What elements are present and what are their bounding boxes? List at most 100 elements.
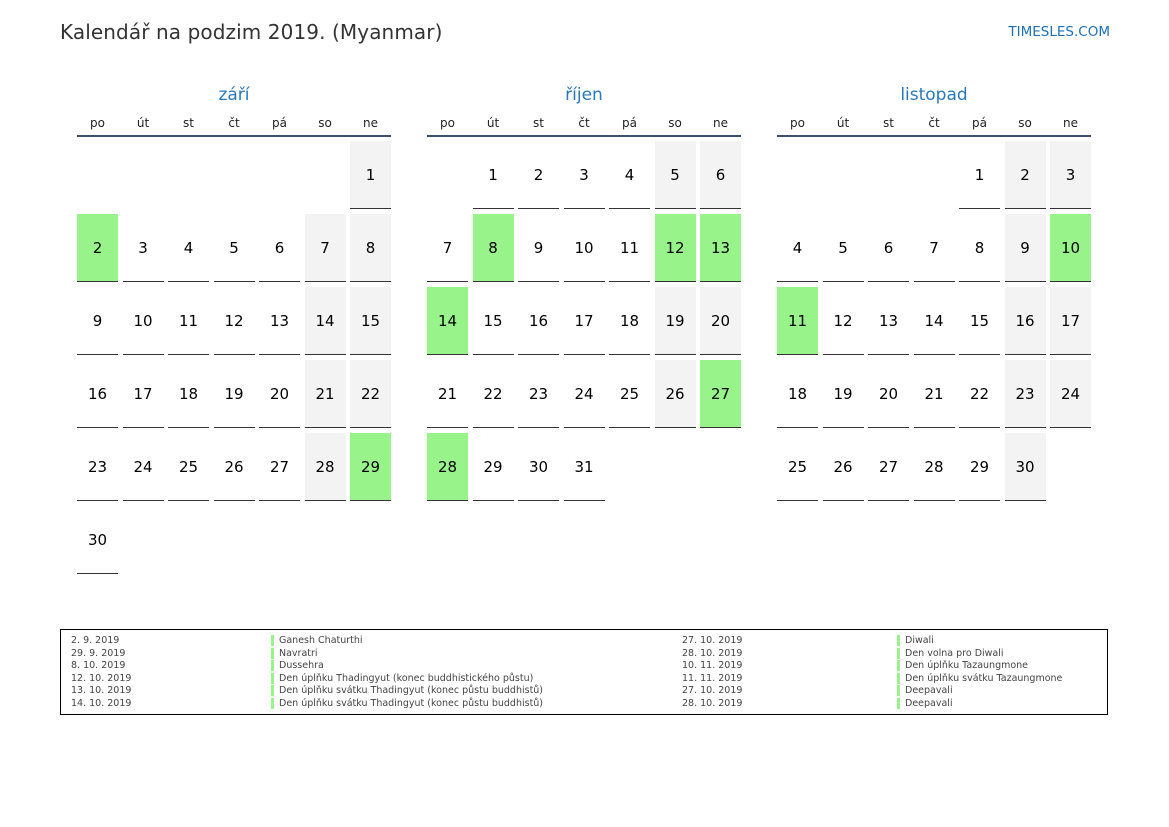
day-cell: 13	[868, 287, 909, 355]
legend-holiday-name: Den úplňku Tazaungmone	[905, 660, 1029, 671]
holiday-marker	[897, 697, 900, 709]
legend-date: 13. 10. 2019	[71, 685, 132, 696]
day-cell: 21	[304, 360, 346, 428]
day-cell: 6	[259, 214, 300, 282]
day-cell: 14	[913, 287, 955, 355]
month-september: září po út st čt pá so ne 1 2 3 4 5 6 7 8 9 10 11 12 13 14 15 1…	[77, 83, 391, 579]
day-cell: 23	[1004, 360, 1046, 428]
day-cell: 7	[427, 214, 468, 282]
legend-date: 27. 10. 2019	[682, 635, 743, 646]
day-cell: 30	[518, 433, 559, 501]
legend-holiday-name: Diwali	[905, 635, 934, 646]
legend-date: 2. 9. 2019	[71, 635, 120, 646]
day-cell: 21	[913, 360, 955, 428]
legend-date: 29. 9. 2019	[71, 647, 126, 659]
empty-cell	[350, 506, 391, 573]
empty-cell	[914, 141, 955, 208]
week-row: 16 17 18 19 20 21 22	[77, 360, 391, 433]
weekday-label: út	[836, 116, 850, 130]
day-cell: 1	[472, 141, 514, 209]
legend-holiday-name: Den úplňku svátku Thadingyut (konec půst…	[279, 685, 544, 696]
day-cell: 28	[913, 433, 955, 501]
day-cell: 22	[350, 360, 391, 428]
empty-cell	[823, 141, 864, 208]
week-row: 14 15 16 17 18 19 20	[427, 287, 741, 360]
week-row: 25 26 27 28 29 30	[777, 433, 1091, 506]
day-cell: 6	[868, 214, 909, 282]
day-cell: 3	[1050, 141, 1091, 209]
day-cell: 9	[518, 214, 559, 282]
day-cell: 24	[1050, 360, 1091, 428]
day-cell: 16	[518, 287, 559, 355]
day-cell: 23	[518, 360, 559, 428]
holiday-marker	[271, 660, 274, 671]
day-cell: 2	[1004, 141, 1046, 209]
day-cell: 13	[259, 287, 300, 355]
legend-row: 27. 10. 2019 Deepavali	[682, 685, 1102, 698]
day-cell: 12	[822, 287, 864, 355]
day-cell: 20	[259, 360, 300, 428]
day-cell: 22	[472, 360, 514, 428]
day-cell: 31	[563, 433, 605, 501]
day-cell: 5	[213, 214, 255, 282]
empty-cell	[1050, 433, 1091, 500]
day-cell: 29	[959, 433, 1000, 501]
legend-row: 10. 11. 2019 Den úplňku Tazaungmone	[682, 660, 1102, 673]
holiday-marker	[271, 647, 274, 659]
holiday-marker	[271, 685, 274, 696]
day-cell: 20	[868, 360, 909, 428]
month-october: říjen po út st čt pá so ne 1 2 3 4 5 6 7 8 9 10 11 12 13 14 15…	[427, 83, 741, 506]
day-cell: 25	[777, 433, 818, 501]
day-cell: 22	[959, 360, 1000, 428]
weekday-label: po	[90, 116, 105, 130]
empty-cell	[655, 433, 696, 500]
legend-holiday-name: Navratri	[279, 647, 318, 659]
day-cell: 17	[122, 360, 164, 428]
day-cell: 26	[654, 360, 696, 428]
day-cell: 20	[700, 287, 741, 355]
holiday-marker	[897, 660, 900, 671]
weekday-label: ne	[1063, 116, 1078, 130]
weekday-label: st	[533, 116, 544, 130]
legend-row: 8. 10. 2019 Dussehra	[71, 660, 671, 673]
day-cell: 16	[1004, 287, 1046, 355]
day-cell: 17	[1050, 287, 1091, 355]
day-cell: 29	[472, 433, 514, 501]
empty-cell	[259, 506, 300, 573]
legend-row: 29. 9. 2019 Navratri	[71, 647, 671, 661]
legend-date: 14. 10. 2019	[71, 697, 132, 709]
day-cell: 8	[959, 214, 1000, 282]
day-cell: 25	[168, 433, 209, 501]
empty-cell	[123, 506, 164, 573]
empty-cell	[427, 141, 468, 208]
legend-row: 27. 10. 2019 Diwali	[682, 635, 1102, 648]
day-cell: 21	[427, 360, 468, 428]
day-cell: 5	[654, 141, 696, 209]
weekday-label: ne	[713, 116, 728, 130]
month-title: říjen	[565, 85, 603, 105]
holiday-marker	[897, 647, 900, 659]
page-title: Kalendář na podzim 2019. (Myanmar)	[60, 20, 443, 44]
day-cell: 7	[913, 214, 955, 282]
site-link[interactable]: TIMESLES.COM	[1008, 24, 1110, 40]
holiday-marker	[271, 697, 274, 709]
day-cell: 26	[213, 433, 255, 501]
day-cell: 24	[563, 360, 605, 428]
day-cell: 25	[609, 360, 650, 428]
legend-holiday-name: Deepavali	[905, 697, 953, 709]
legend-date: 28. 10. 2019	[682, 647, 743, 659]
day-cell: 1	[350, 141, 391, 209]
empty-cell	[214, 141, 255, 208]
day-cell: 1	[959, 141, 1000, 209]
week-row: 21 22 23 24 25 26 27	[427, 360, 741, 433]
empty-cell	[305, 141, 346, 208]
day-cell: 27	[700, 360, 741, 428]
week-row: 30	[77, 506, 391, 579]
legend-holiday-name: Den úplňku svátku Thadingyut (konec půst…	[279, 697, 544, 709]
day-cell: 4	[609, 141, 650, 209]
legend-holiday-name: Den volna pro Diwali	[905, 647, 1004, 659]
day-cell: 9	[77, 287, 118, 355]
day-cell: 2	[77, 214, 118, 282]
